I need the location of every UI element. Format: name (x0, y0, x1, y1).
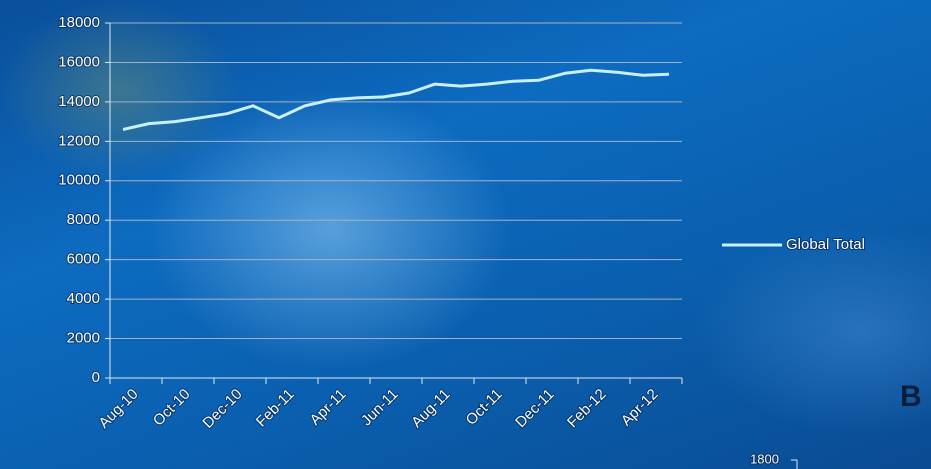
y-tick-label: 6000 (67, 251, 100, 268)
x-tick-label: Aug-10 (95, 386, 141, 432)
y-tick-label: 16000 (58, 53, 100, 70)
x-tick-label: Oct-10 (150, 386, 194, 430)
y-tick-label: 8000 (67, 211, 100, 228)
y-tick-label: 14000 (58, 93, 100, 110)
x-tick-label: Apr-12 (618, 386, 662, 430)
chart-title: B (900, 380, 922, 413)
y-tick-label: 2000 (67, 330, 100, 347)
x-tick-label: Feb-12 (564, 386, 610, 432)
series-line (122, 68, 670, 131)
y-tick-label: 0 (92, 369, 100, 386)
x-tick-label: Oct-11 (463, 386, 506, 429)
y-tick-label: 4000 (67, 290, 100, 307)
y-tick-label: 18000 (58, 14, 100, 31)
y-tick-label: 10000 (58, 172, 100, 189)
x-tick-label: Aug-11 (408, 386, 453, 431)
x-tick-label: Dec-10 (199, 386, 245, 432)
y-tick-label: 1800 (750, 451, 779, 466)
x-tick-label: Apr-11 (307, 386, 350, 429)
legend-label: Global Total (786, 236, 865, 253)
x-tick-label: Dec-11 (512, 386, 557, 431)
x-tick-label: Jun-11 (358, 386, 402, 430)
y-tick-label: 12000 (58, 132, 100, 149)
x-tick-label: Feb-11 (253, 386, 298, 431)
